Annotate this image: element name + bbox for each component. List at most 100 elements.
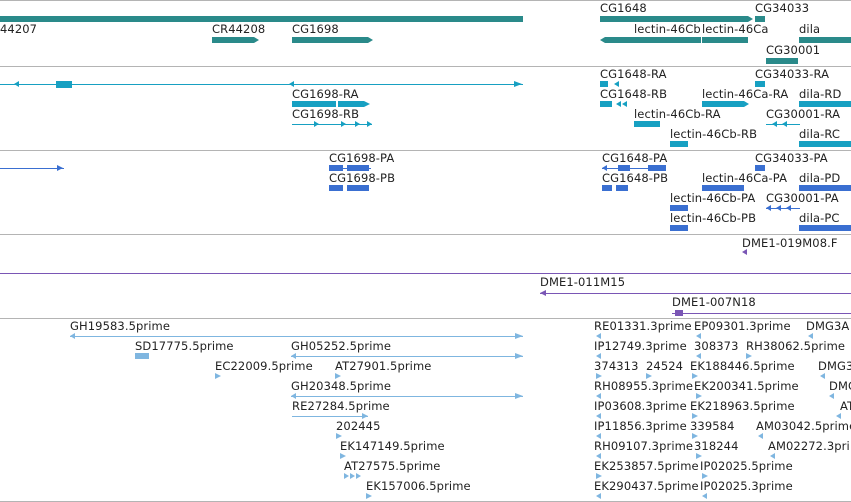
est-label[interactable]: RH38062.5prime — [746, 339, 846, 353]
est-label[interactable]: IP03608.3prime — [594, 399, 687, 413]
est-label[interactable]: GH05252.5prime — [291, 339, 392, 353]
transcript-label[interactable]: CG1648-RB — [600, 87, 668, 101]
est-label[interactable]: EP09301.3prime — [694, 319, 791, 333]
protein-label[interactable]: dila-PD — [799, 171, 841, 185]
protein-label[interactable]: CG1698-PA — [329, 151, 395, 165]
est-label[interactable]: EK200341.5prime — [694, 379, 799, 393]
est-label[interactable]: RH08955.3prime — [594, 379, 694, 393]
transcript-label[interactable]: CG1698-RB — [292, 107, 360, 121]
est-label[interactable]: RE01331.3prime — [594, 319, 692, 333]
protein-exon[interactable] — [329, 165, 343, 171]
protein-exon[interactable] — [799, 185, 851, 191]
est-label[interactable]: RE27284.5prime — [292, 399, 390, 413]
est-label[interactable]: GH20348.5prime — [291, 379, 392, 393]
transcript-exon[interactable] — [670, 141, 688, 147]
protein-label[interactable]: CG34033-PA — [755, 151, 828, 165]
transcript-exon[interactable] — [799, 141, 851, 147]
est-label[interactable]: IP02025.3prime — [700, 479, 793, 493]
protein-exon[interactable] — [648, 165, 666, 171]
transcript-label[interactable]: CG34033-RA — [755, 67, 830, 81]
est-label[interactable]: IP02025.5prime — [700, 459, 793, 473]
est-label[interactable]: AM03042.5prime — [756, 419, 851, 433]
transcript-label[interactable]: dila-RD — [799, 87, 842, 101]
protein-exon[interactable] — [618, 165, 630, 171]
gene-feature[interactable] — [702, 37, 748, 43]
gene-label[interactable]: CG1698 — [292, 22, 339, 36]
gene-feature[interactable] — [292, 37, 368, 43]
est-label[interactable]: EK188446.5prime — [690, 359, 795, 373]
est-label[interactable]: DMG3A — [806, 319, 850, 333]
protein-label[interactable]: CG1648-PB — [602, 171, 669, 185]
est-label[interactable]: AT27901.5prime — [335, 359, 432, 373]
est-label[interactable]: 24524 — [646, 359, 684, 373]
protein-exon[interactable] — [329, 185, 343, 191]
transcript-label[interactable]: lectin-46Cb-RB — [670, 127, 758, 141]
protein-exon[interactable] — [602, 185, 612, 191]
gene-feature[interactable] — [0, 16, 523, 22]
protein-exon[interactable] — [347, 185, 369, 191]
est-label[interactable]: GH19583.5prime — [70, 319, 171, 333]
est-label[interactable]: AM02272.3pri — [768, 439, 850, 453]
protein-exon[interactable] — [670, 225, 688, 231]
protein-label[interactable]: CG30001-PA — [766, 191, 839, 205]
gene-label[interactable]: lectin-46Cb — [634, 22, 701, 36]
transcript-label[interactable]: CG30001-RA — [766, 107, 841, 121]
transcript-exon[interactable] — [56, 81, 72, 88]
est-feature[interactable] — [135, 353, 149, 359]
transcript-exon[interactable] — [702, 101, 744, 107]
gene-label[interactable]: dila — [799, 22, 821, 36]
gene-feature[interactable] — [799, 37, 851, 43]
est-label[interactable]: EK253857.5prime — [594, 459, 699, 473]
transcript-label[interactable]: CG1648-RA — [600, 67, 667, 81]
est-label[interactable]: AT — [840, 399, 851, 413]
gene-label[interactable]: CG30001 — [766, 43, 821, 57]
gene-feature[interactable] — [600, 16, 748, 22]
est-label[interactable]: EC22009.5prime — [215, 359, 313, 373]
gene-feature[interactable] — [755, 16, 765, 22]
est-label[interactable]: IP11856.3prime — [594, 419, 687, 433]
est-label[interactable]: EK157006.5prime — [366, 479, 471, 493]
est-label[interactable]: SD17775.5prime — [135, 339, 234, 353]
est-label[interactable]: DMG3 — [818, 359, 851, 373]
protein-label[interactable]: lectin-46Ca-PA — [702, 171, 788, 185]
protein-label[interactable]: CG1648-PA — [602, 151, 668, 165]
clone-label[interactable]: DME1-011M15 — [540, 275, 626, 289]
transcript-exon[interactable] — [600, 101, 612, 107]
protein-exon[interactable] — [702, 185, 744, 191]
gene-label[interactable]: CG34033 — [755, 1, 810, 15]
transcript-exon[interactable] — [600, 81, 608, 87]
gene-label[interactable]: CG1648 — [600, 1, 647, 15]
transcript-exon[interactable] — [338, 101, 364, 107]
clone-label[interactable]: DME1-019M08.F — [742, 236, 838, 250]
est-label[interactable]: 308373 — [694, 339, 739, 353]
transcript-exon[interactable] — [799, 101, 851, 107]
protein-exon[interactable] — [347, 165, 369, 171]
protein-exon[interactable] — [616, 185, 628, 191]
gene-feature[interactable] — [766, 58, 798, 64]
gene-label[interactable]: 44207 — [0, 22, 38, 36]
est-label[interactable]: IP12749.3prime — [594, 339, 687, 353]
protein-label[interactable]: CG1698-PB — [329, 171, 396, 185]
transcript-label[interactable]: lectin-46Ca-RA — [702, 87, 789, 101]
est-label[interactable]: 318244 — [694, 439, 739, 453]
est-label[interactable]: RH09107.3prime — [594, 439, 694, 453]
transcript-exon[interactable] — [755, 81, 765, 87]
est-label[interactable]: DMG — [829, 379, 851, 393]
transcript-exon[interactable] — [292, 101, 336, 107]
est-label[interactable]: 339584 — [690, 419, 735, 433]
protein-label[interactable]: lectin-46Cb-PA — [670, 191, 756, 205]
gene-label[interactable]: lectin-46Ca — [702, 22, 769, 36]
gene-feature[interactable] — [605, 37, 701, 43]
est-label[interactable]: EK218963.5prime — [690, 399, 795, 413]
transcript-label[interactable]: lectin-46Cb-RA — [634, 107, 721, 121]
est-label[interactable]: 202445 — [336, 419, 381, 433]
est-label[interactable]: EK147149.5prime — [340, 439, 445, 453]
protein-label[interactable]: lectin-46Cb-PB — [670, 211, 757, 225]
est-label[interactable]: 374313 — [594, 359, 639, 373]
transcript-exon[interactable] — [634, 121, 660, 127]
gene-label[interactable]: CR44208 — [212, 22, 266, 36]
protein-exon[interactable] — [755, 165, 765, 171]
clone-end[interactable] — [675, 310, 683, 316]
transcript-label[interactable]: CG1698-RA — [292, 87, 359, 101]
